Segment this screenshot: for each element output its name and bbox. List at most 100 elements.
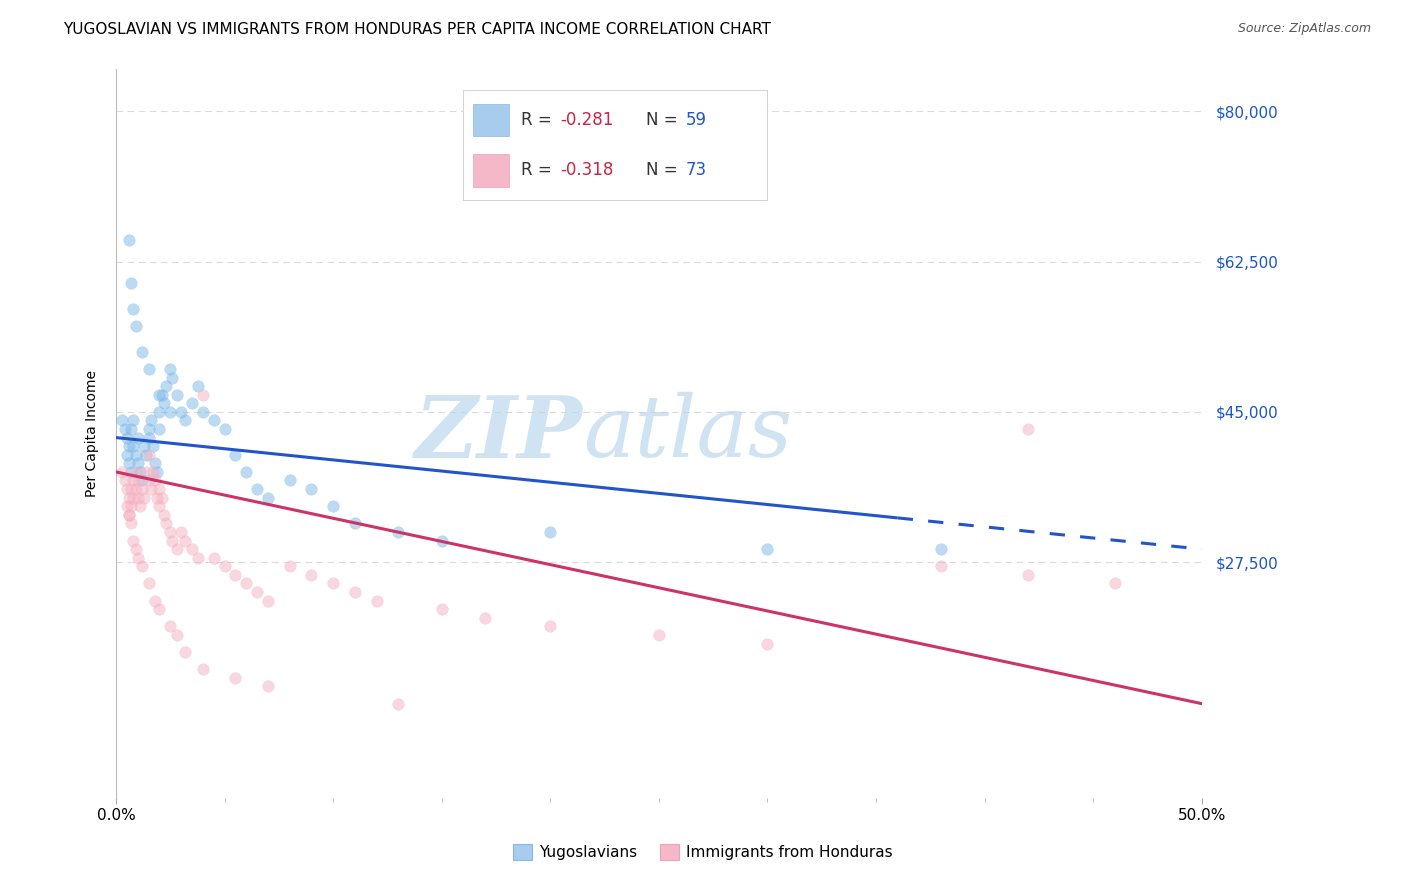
Point — [124, 465, 146, 479]
Point — [366, 593, 388, 607]
Point — [187, 550, 209, 565]
Point — [122, 301, 145, 316]
Text: YUGOSLAVIAN VS IMMIGRANTS FROM HONDURAS PER CAPITA INCOME CORRELATION CHART: YUGOSLAVIAN VS IMMIGRANTS FROM HONDURAS … — [63, 22, 770, 37]
Point — [146, 465, 169, 479]
Point — [174, 413, 197, 427]
Point — [115, 448, 138, 462]
Point — [162, 370, 184, 384]
Point — [159, 524, 181, 539]
Point — [322, 500, 344, 514]
Point — [111, 413, 134, 427]
Point — [118, 456, 141, 470]
Point — [131, 482, 153, 496]
Point — [214, 422, 236, 436]
Point — [120, 465, 142, 479]
Point — [148, 500, 170, 514]
Point — [162, 533, 184, 548]
Point — [387, 697, 409, 711]
Point — [111, 465, 134, 479]
Point — [128, 465, 150, 479]
Point — [181, 396, 204, 410]
Point — [138, 362, 160, 376]
Point — [124, 318, 146, 333]
Point — [127, 456, 149, 470]
Point — [224, 671, 246, 685]
Point — [202, 413, 225, 427]
Point — [127, 431, 149, 445]
Point — [148, 422, 170, 436]
Point — [148, 602, 170, 616]
Text: atlas: atlas — [583, 392, 792, 475]
Point — [166, 628, 188, 642]
Point — [181, 542, 204, 557]
Point — [148, 482, 170, 496]
Point — [929, 559, 952, 574]
Point — [131, 474, 153, 488]
Point — [1104, 576, 1126, 591]
Point — [120, 516, 142, 531]
Point — [343, 585, 366, 599]
Point — [142, 439, 165, 453]
Point — [118, 233, 141, 247]
Point — [155, 516, 177, 531]
Point — [214, 559, 236, 574]
Point — [135, 465, 157, 479]
Point — [474, 611, 496, 625]
Point — [122, 533, 145, 548]
Point — [127, 491, 149, 505]
Point — [148, 405, 170, 419]
Point — [122, 491, 145, 505]
Point — [170, 524, 193, 539]
Point — [118, 491, 141, 505]
Point — [120, 422, 142, 436]
Point — [134, 439, 156, 453]
Point — [430, 533, 453, 548]
Point — [138, 474, 160, 488]
Point — [138, 422, 160, 436]
Point — [166, 387, 188, 401]
Point — [148, 387, 170, 401]
Point — [139, 482, 162, 496]
Point — [118, 508, 141, 522]
Point — [134, 491, 156, 505]
Point — [235, 576, 257, 591]
Point — [538, 619, 561, 633]
Legend: Yugoslavians, Immigrants from Honduras: Yugoslavians, Immigrants from Honduras — [508, 838, 898, 866]
Point — [299, 482, 322, 496]
Point — [138, 431, 160, 445]
Point — [115, 482, 138, 496]
Point — [538, 524, 561, 539]
Point — [143, 474, 166, 488]
Point — [131, 344, 153, 359]
Point — [152, 396, 174, 410]
Point — [114, 422, 136, 436]
Point — [278, 559, 301, 574]
Point — [202, 550, 225, 565]
Point — [257, 491, 280, 505]
Point — [124, 542, 146, 557]
Point — [139, 413, 162, 427]
Point — [648, 628, 671, 642]
Point — [278, 474, 301, 488]
Point — [128, 500, 150, 514]
Point — [120, 276, 142, 290]
Point — [143, 593, 166, 607]
Point — [166, 542, 188, 557]
Point — [170, 405, 193, 419]
Point — [430, 602, 453, 616]
Point — [150, 387, 173, 401]
Point — [115, 500, 138, 514]
Point — [191, 387, 214, 401]
Y-axis label: Per Capita Income: Per Capita Income — [86, 370, 100, 497]
Point — [114, 474, 136, 488]
Point — [138, 576, 160, 591]
Point — [235, 465, 257, 479]
Point — [246, 482, 269, 496]
Text: Source: ZipAtlas.com: Source: ZipAtlas.com — [1237, 22, 1371, 36]
Point — [118, 508, 141, 522]
Point — [127, 474, 149, 488]
Point — [118, 439, 141, 453]
Point — [224, 568, 246, 582]
Point — [124, 448, 146, 462]
Text: ZIP: ZIP — [415, 392, 583, 475]
